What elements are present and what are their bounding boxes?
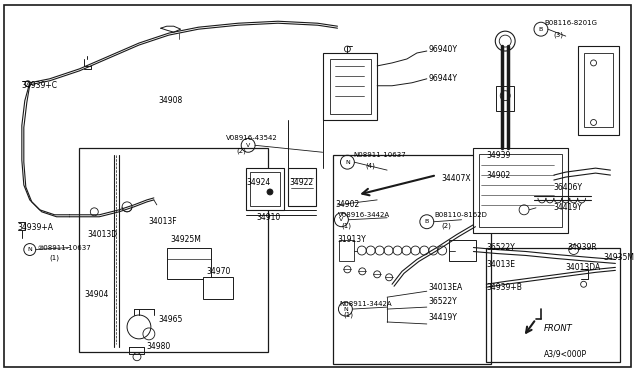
Text: 34939+A: 34939+A	[18, 223, 54, 232]
Text: B08110-8162D: B08110-8162D	[435, 212, 488, 218]
Bar	[578, 46, 620, 135]
Text: ⑩08911-10637: ⑩08911-10637	[38, 244, 92, 250]
Text: N: N	[343, 307, 348, 312]
Text: 36406Y: 36406Y	[554, 183, 583, 192]
Bar	[584, 53, 613, 128]
Text: 34902: 34902	[335, 201, 360, 209]
Text: 31913Y: 31913Y	[337, 235, 366, 244]
Text: (1): (1)	[342, 222, 351, 229]
Text: 34939: 34939	[486, 151, 511, 160]
Text: 34924: 34924	[246, 177, 271, 186]
Text: 34939R: 34939R	[568, 243, 598, 252]
Bar	[204, 277, 233, 299]
Text: 96944Y: 96944Y	[429, 74, 458, 83]
Text: 34910: 34910	[256, 213, 280, 222]
Text: N: N	[28, 247, 32, 252]
Text: B: B	[539, 27, 543, 32]
Text: 34407X: 34407X	[442, 174, 471, 183]
Text: N: N	[345, 160, 350, 165]
Text: 36522Y: 36522Y	[486, 243, 515, 252]
Bar	[167, 247, 211, 279]
Text: (4): (4)	[365, 163, 375, 169]
Text: 34013E: 34013E	[486, 260, 515, 269]
Text: 96940Y: 96940Y	[429, 45, 458, 54]
Text: V08916-3442A: V08916-3442A	[337, 212, 390, 218]
Text: 36522Y: 36522Y	[429, 296, 458, 306]
Bar	[333, 155, 492, 364]
Text: (1): (1)	[50, 254, 60, 261]
Text: 34902: 34902	[486, 171, 511, 180]
Text: 34904: 34904	[84, 290, 109, 299]
Text: 34970: 34970	[207, 267, 231, 276]
Text: 34013F: 34013F	[149, 217, 177, 226]
Text: 34965: 34965	[159, 314, 183, 324]
Text: (2): (2)	[236, 147, 246, 154]
Bar	[474, 148, 568, 232]
Text: N08911-10637: N08911-10637	[353, 152, 406, 158]
Text: V08916-43542: V08916-43542	[227, 135, 278, 141]
Text: 34013D: 34013D	[87, 230, 118, 239]
Text: B: B	[425, 219, 429, 224]
Text: A3/9<000P: A3/9<000P	[544, 349, 587, 358]
Text: 34939+B: 34939+B	[486, 283, 522, 292]
Bar	[449, 240, 476, 262]
Text: B08116-8201G: B08116-8201G	[544, 20, 597, 26]
Text: (3): (3)	[554, 32, 564, 38]
Text: N08911-3442A: N08911-3442A	[339, 301, 392, 307]
Bar	[486, 247, 620, 362]
Text: 34980: 34980	[147, 342, 171, 351]
Text: V: V	[339, 217, 344, 222]
Text: (2): (2)	[442, 222, 452, 229]
Bar	[323, 53, 377, 121]
Bar	[496, 86, 514, 110]
Text: (1): (1)	[344, 312, 353, 318]
Bar	[479, 154, 562, 227]
Text: 34922: 34922	[290, 177, 314, 186]
Text: 34419Y: 34419Y	[554, 203, 583, 212]
Text: 34935M: 34935M	[604, 253, 634, 262]
Bar	[330, 59, 371, 113]
Bar	[79, 148, 268, 352]
Bar	[288, 168, 316, 206]
Bar	[246, 168, 284, 210]
Text: V: V	[246, 143, 250, 148]
Text: 34013EA: 34013EA	[429, 283, 463, 292]
Bar	[339, 240, 355, 262]
Text: FRONT: FRONT	[544, 324, 573, 333]
Text: 34939+C: 34939+C	[22, 81, 58, 90]
Text: 34925M: 34925M	[171, 235, 202, 244]
Bar	[250, 172, 280, 206]
Text: 34908: 34908	[159, 96, 183, 105]
Text: 34419Y: 34419Y	[429, 312, 458, 321]
Text: 34013DA: 34013DA	[566, 263, 601, 272]
Circle shape	[267, 189, 273, 195]
